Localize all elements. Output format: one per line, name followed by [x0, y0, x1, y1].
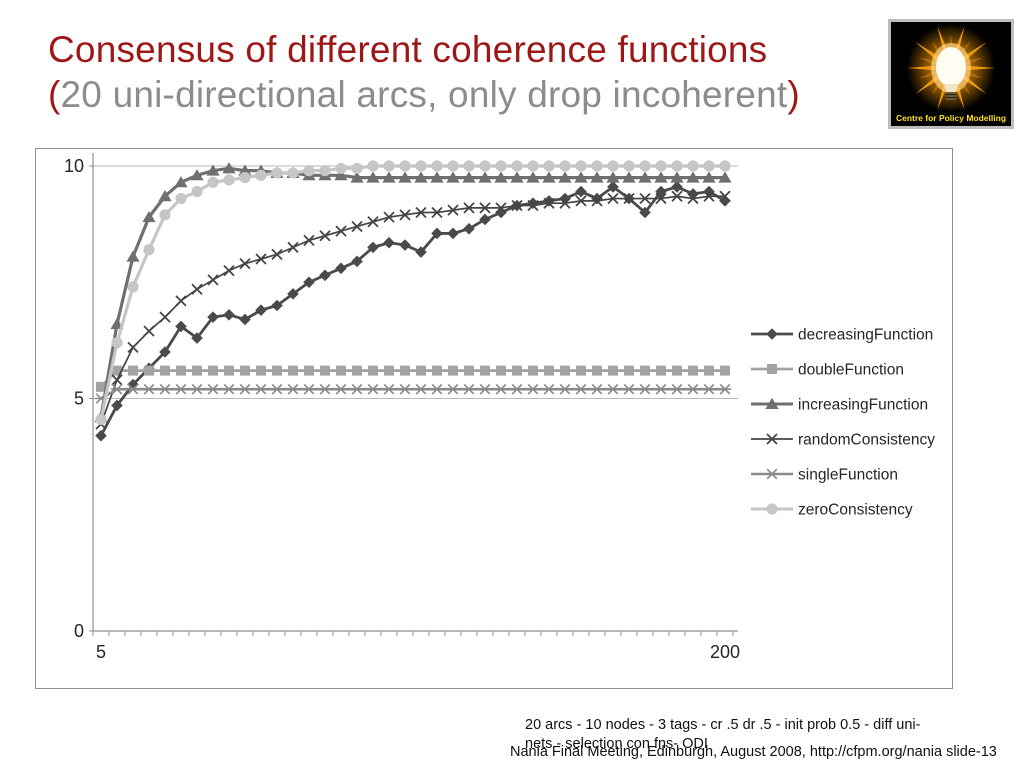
slide-title: Consensus of different coherence functio… [48, 27, 888, 117]
x-axis-ticks [92, 631, 734, 636]
legend-item-decreasingFunction: decreasingFunction [751, 327, 933, 344]
logo-caption: Centre for Policy Modelling [895, 113, 1007, 123]
slide-footer: Nania Final Meeting, Edinburgh, August 2… [510, 744, 997, 760]
chart-caption: 20 arcs - 10 nodes - 3 tags - cr .5 dr .… [525, 716, 995, 754]
series-zeroConsistency [95, 160, 731, 426]
chart-caption-line-2: nets - selection con fns- ODI [525, 736, 708, 752]
x-tick-label-5: 5 [96, 642, 106, 662]
legend-label-singleFunction: singleFunction [798, 467, 898, 484]
y-tick-label-10: 10 [64, 156, 84, 176]
title-line-1: Consensus of different coherence functio… [48, 29, 768, 70]
chart-caption-line-1: 20 arcs - 10 nodes - 3 tags - cr .5 dr .… [525, 717, 921, 733]
legend-label-increasingFunction: increasingFunction [798, 397, 928, 414]
series-singleFunction [94, 383, 732, 404]
title-open-paren: ( [48, 74, 61, 115]
legend-label-decreasingFunction: decreasingFunction [798, 327, 933, 344]
chart-area: 0 5 10 5 200 decreasingFunction doubleFunction… [35, 148, 953, 689]
y-tick-label-5: 5 [74, 389, 84, 409]
series-randomConsistency [95, 190, 731, 430]
legend-item-randomConsistency: randomConsistency [751, 432, 935, 449]
series-increasingFunction [94, 162, 732, 423]
legend-item-increasingFunction: increasingFunction [751, 397, 928, 414]
y-tick-label-0: 0 [74, 621, 84, 641]
cfpm-logo: Centre for Policy Modelling [888, 19, 1014, 129]
legend-item-singleFunction: singleFunction [751, 467, 898, 484]
lightbulb-icon [891, 22, 1011, 126]
legend-label-randomConsistency: randomConsistency [798, 432, 935, 449]
legend-item-zeroConsistency: zeroConsistency [751, 502, 913, 519]
legend-label-zeroConsistency: zeroConsistency [798, 502, 913, 519]
legend: decreasingFunction doubleFunction increasi… [751, 327, 935, 519]
legend-item-doubleFunction: doubleFunction [751, 362, 904, 379]
x-tick-label-200: 200 [710, 642, 740, 662]
legend-label-doubleFunction: doubleFunction [798, 362, 904, 379]
title-line-2: (20 uni-directional arcs, only drop inco… [48, 72, 888, 117]
series-decreasingFunction [95, 181, 731, 442]
title-close-paren: ) [787, 74, 800, 115]
title-line-2-text: 20 uni-directional arcs, only drop incoh… [60, 74, 788, 115]
series-doubleFunction [96, 365, 730, 392]
